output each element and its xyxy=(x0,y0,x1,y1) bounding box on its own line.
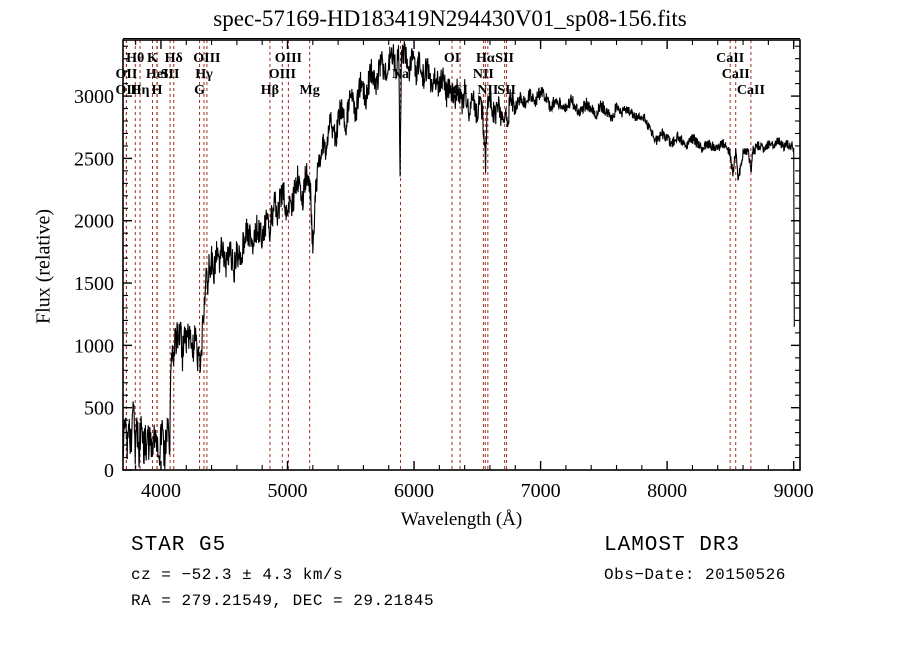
svg-text:NII: NII xyxy=(477,83,498,98)
svg-text:NII: NII xyxy=(473,67,494,82)
svg-text:Hα: Hα xyxy=(476,51,495,66)
svg-text:SII: SII xyxy=(497,83,516,98)
svg-text:3000: 3000 xyxy=(74,86,114,108)
axis-tick-labels: 4000 5000 6000 7000 8000 9000 0 500 1000 1500 2000… xyxy=(74,86,814,502)
svg-text:Mg: Mg xyxy=(300,83,320,98)
svg-text:Hγ: Hγ xyxy=(195,67,213,82)
svg-text:G: G xyxy=(194,83,205,98)
svg-text:Hβ: Hβ xyxy=(261,83,279,98)
svg-text:Na: Na xyxy=(392,67,409,82)
svg-text:CI: CI xyxy=(452,83,468,98)
svg-text:7000: 7000 xyxy=(521,480,561,502)
survey-name: LAMOST DR3 xyxy=(604,534,741,557)
object-class: STAR G5 xyxy=(131,534,227,557)
svg-text:8000: 8000 xyxy=(647,480,687,502)
svg-text:2000: 2000 xyxy=(74,211,114,233)
svg-text:1500: 1500 xyxy=(74,273,114,295)
svg-text:0: 0 xyxy=(104,460,114,482)
svg-text:CaII: CaII xyxy=(722,67,750,82)
svg-text:Hθ: Hθ xyxy=(126,51,144,66)
svg-text:Hη: Hη xyxy=(131,83,150,98)
svg-text:CaII: CaII xyxy=(737,83,765,98)
svg-text:Hδ: Hδ xyxy=(165,51,183,66)
svg-text:K: K xyxy=(147,51,158,66)
svg-text:SII: SII xyxy=(161,67,180,82)
svg-text:OII: OII xyxy=(116,67,138,82)
y-axis-title: Flux (relative) xyxy=(32,209,55,324)
svg-text:4000: 4000 xyxy=(141,480,181,502)
observation-date: Obs−Date: 20150526 xyxy=(604,566,786,584)
x-axis-title: Wavelength (Å) xyxy=(400,509,523,530)
svg-text:H: H xyxy=(151,83,162,98)
svg-text:5000: 5000 xyxy=(268,480,308,502)
page-title: spec-57169-HD183419N294430V01_sp08-156.f… xyxy=(213,6,687,31)
svg-text:9000: 9000 xyxy=(774,480,814,502)
svg-text:OIII: OIII xyxy=(275,51,302,66)
title-divider xyxy=(123,38,800,39)
sky-coordinates: RA = 279.21549, DEC = 29.21845 xyxy=(131,592,435,610)
svg-text:OI: OI xyxy=(444,51,460,66)
svg-text:OIII: OIII xyxy=(269,67,296,82)
plot-axes xyxy=(122,39,801,471)
svg-text:500: 500 xyxy=(84,398,114,420)
svg-text:6000: 6000 xyxy=(394,480,434,502)
radial-velocity: cz = −52.3 ± 4.3 km/s xyxy=(131,566,344,584)
svg-text:OIII: OIII xyxy=(193,51,220,66)
svg-text:HeI: HeI xyxy=(146,67,169,82)
flux-curve xyxy=(122,41,795,471)
survey-info-block: LAMOST DR3 Obs−Date: 20150526 xyxy=(604,534,786,592)
svg-text:CaII: CaII xyxy=(716,51,744,66)
svg-text:SII: SII xyxy=(495,51,514,66)
svg-text:2500: 2500 xyxy=(74,148,114,170)
svg-text:1000: 1000 xyxy=(74,335,114,357)
svg-text:OII: OII xyxy=(116,83,138,98)
object-info-block: STAR G5 cz = −52.3 ± 4.3 km/s RA = 279.2… xyxy=(131,534,434,618)
